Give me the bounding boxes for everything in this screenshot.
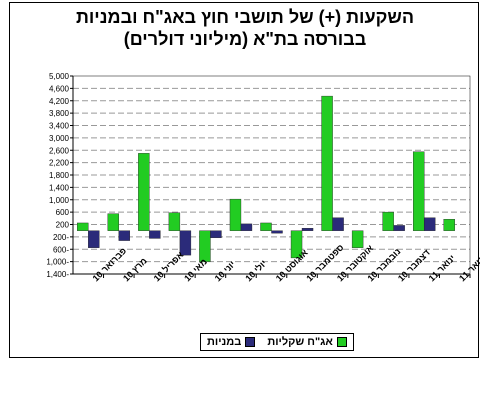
bar-series-1	[260, 222, 272, 231]
bar-series-2	[332, 217, 344, 231]
bar-series-1	[382, 211, 394, 231]
legend-swatch-series-2	[245, 337, 256, 347]
y-tick-label: 200-	[53, 233, 69, 242]
legend-item-series-1: אג"ח שקליות	[267, 336, 347, 348]
legend: אג"ח שקליות במניות	[200, 333, 354, 351]
y-tick-label: 200	[56, 221, 70, 230]
bar-series-2	[179, 230, 192, 256]
legend-swatch-series-1	[336, 337, 347, 347]
y-tick-label: 1,400	[49, 183, 70, 192]
bar-series-2	[271, 230, 283, 234]
y-tick-label: 600	[56, 208, 70, 217]
chart-subtitle: בבורסה בת"א (מיליוני דולרים)	[123, 29, 367, 49]
y-tick-label: 1,000-	[46, 258, 69, 267]
bar-series-2	[423, 217, 436, 231]
bar-series-1	[351, 230, 364, 248]
bar-series-1	[77, 222, 89, 231]
bar-series-2	[240, 223, 253, 231]
bar-series-1	[443, 219, 455, 231]
bar-series-1	[138, 153, 150, 231]
y-tick-label: 1,400-	[46, 270, 69, 279]
y-tick-label: 1,000	[49, 196, 70, 205]
y-tick-label: 2,200	[49, 159, 70, 168]
bar-series-2	[88, 230, 100, 248]
bar-series-2	[393, 225, 405, 231]
chart-frame: השקעות (+) של תושבי חוץ באג"ח ובמניות בב…	[9, 2, 480, 358]
legend-label-series-1: אג"ח שקליות	[267, 336, 333, 348]
bar-series-1	[107, 213, 120, 231]
y-tick-label: 3,800	[49, 109, 70, 118]
y-tick-label: 600-	[53, 245, 69, 254]
y-tick-label: 2,600	[49, 146, 70, 155]
y-tick-label: 5,000	[49, 72, 70, 81]
bar-series-1	[199, 230, 211, 262]
bar-series-2	[210, 230, 222, 239]
bar-series-2	[301, 228, 314, 231]
bar-series-2	[149, 230, 161, 239]
plot-border	[72, 75, 471, 275]
legend-item-series-2: במניות	[207, 336, 256, 348]
chart-title: השקעות (+) של תושבי חוץ באג"ח ובמניות	[75, 7, 415, 27]
bar-series-2	[118, 230, 131, 241]
y-tick-label: 4,200	[49, 97, 70, 106]
legend-label-series-2: במניות	[207, 336, 242, 348]
bar-series-1	[412, 151, 425, 231]
y-tick-label: 3,000	[49, 134, 70, 143]
bar-series-1	[168, 212, 181, 231]
bar-series-1	[321, 95, 333, 231]
plot-area: 1,400- 1,000- 600- 200- 200 600 1,000 1,400 1,80…	[46, 72, 480, 283]
y-tick-label: 1,800	[49, 171, 70, 180]
y-tick-label: 3,400	[49, 122, 70, 131]
bar-series-1	[229, 198, 242, 231]
y-tick-label: 4,600	[49, 84, 70, 93]
bar-series-1	[290, 230, 303, 259]
